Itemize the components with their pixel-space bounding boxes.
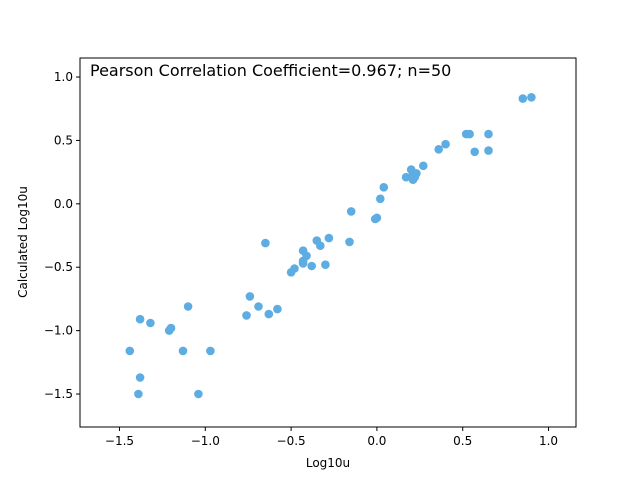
scatter-point bbox=[345, 237, 354, 247]
x-tick-label: −0.5 bbox=[277, 434, 306, 448]
scatter-point bbox=[135, 314, 145, 324]
y-tick-label: −1.5 bbox=[44, 387, 73, 401]
scatter-point bbox=[273, 304, 282, 314]
scatter-point bbox=[125, 346, 135, 356]
scatter-point bbox=[321, 260, 330, 270]
scatter-point bbox=[242, 311, 251, 320]
scatter-point bbox=[316, 241, 325, 250]
scatter-point bbox=[178, 346, 188, 356]
scatter-point bbox=[346, 207, 356, 216]
x-axis-label: Log10u bbox=[306, 456, 350, 470]
scatter-point bbox=[183, 302, 193, 311]
x-tick-label: −1.0 bbox=[191, 434, 220, 448]
correlation-annotation: Pearson Correlation Coefficient=0.967; n… bbox=[90, 61, 451, 80]
scatter-point bbox=[135, 373, 145, 382]
y-axis-label: Calculated Log10u bbox=[16, 186, 30, 298]
x-ticks: −1.5 −1.0 −0.5 0.0 0.5 1.0 bbox=[105, 427, 558, 448]
plot-frame bbox=[79, 57, 577, 428]
scatter-point bbox=[401, 172, 411, 182]
scatter-point bbox=[194, 389, 203, 399]
scatter-point bbox=[441, 139, 450, 149]
scatter-point bbox=[379, 183, 389, 192]
scatter-point bbox=[146, 318, 155, 328]
scatter-point bbox=[484, 129, 493, 139]
y-tick-label: 1.0 bbox=[54, 70, 73, 84]
scatter-point bbox=[518, 94, 528, 103]
scatter-point bbox=[412, 169, 421, 178]
x-tick-label: −1.5 bbox=[105, 434, 134, 448]
scatter-point bbox=[324, 233, 334, 243]
y-tick-label: 0.5 bbox=[54, 133, 73, 147]
scatter-point bbox=[376, 194, 385, 204]
scatter-point bbox=[261, 238, 270, 248]
scatter-point bbox=[527, 93, 536, 102]
scatter-point bbox=[302, 251, 311, 261]
y-tick-label: −1.0 bbox=[44, 324, 73, 338]
y-tick-label: −0.5 bbox=[44, 260, 73, 274]
scatter-point bbox=[419, 161, 428, 171]
y-ticks: −1.5 −1.0 −0.5 0.0 0.5 1.0 bbox=[44, 70, 80, 401]
y-tick-label: 0.0 bbox=[54, 197, 73, 211]
x-tick-label: 0.5 bbox=[453, 434, 472, 448]
scatter-point bbox=[264, 309, 274, 319]
scatter-point bbox=[372, 213, 382, 223]
scatter-point bbox=[484, 146, 493, 155]
scatter-point bbox=[290, 264, 299, 273]
x-tick-label: 1.0 bbox=[539, 434, 558, 448]
x-tick-label: 0.0 bbox=[367, 434, 386, 448]
scatter-point bbox=[434, 145, 444, 154]
scatter-point bbox=[206, 346, 215, 356]
scatter-point bbox=[134, 389, 143, 399]
scatter-point bbox=[465, 129, 474, 139]
scatter-point bbox=[166, 323, 176, 333]
scatter-point bbox=[245, 292, 255, 301]
points-layer bbox=[125, 93, 536, 399]
scatter-point bbox=[470, 147, 480, 157]
scatter-point bbox=[254, 302, 263, 311]
scatter-point bbox=[307, 261, 317, 271]
